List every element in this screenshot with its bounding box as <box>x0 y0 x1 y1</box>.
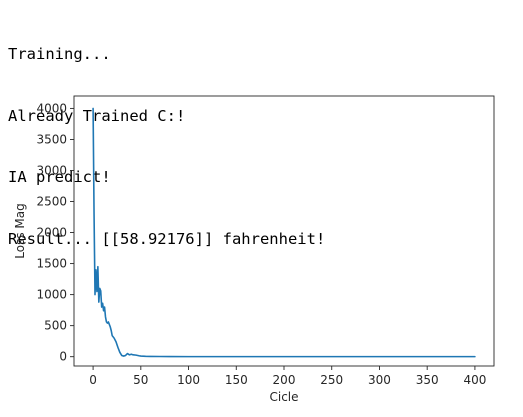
console-line: IA predict! <box>8 168 111 186</box>
y-axis-label: Loss Mag <box>13 203 27 258</box>
y-tick-label: 500 <box>44 319 67 333</box>
loss-series-line <box>92 107 476 358</box>
y-tick-label: 1000 <box>36 288 67 302</box>
x-tick-label: 50 <box>133 373 148 387</box>
console-output: Training... Already Trained C:! IA predi… <box>8 3 325 270</box>
y-tick-label: 3500 <box>36 132 67 146</box>
console-line: Already Trained C:! <box>8 106 186 125</box>
y-tick-label: 2500 <box>36 195 67 209</box>
y-tick-label: 1500 <box>36 257 67 271</box>
x-tick-label: 300 <box>368 373 391 387</box>
y-tick-label: 0 <box>59 350 67 364</box>
y-tick-label: 2000 <box>36 226 67 240</box>
x-tick-label: 0 <box>89 373 97 387</box>
x-tick-label: 150 <box>225 373 248 387</box>
x-tick-label: 350 <box>416 373 439 387</box>
y-tick-label: 4000 <box>36 101 67 115</box>
x-tick-label: 400 <box>463 373 486 387</box>
x-tick-label: 200 <box>273 373 296 387</box>
y-tick-label: 3000 <box>36 163 67 177</box>
console-line: Result... [[58.92176]] fahrenheit! <box>8 229 326 248</box>
x-tick-label: 250 <box>320 373 343 387</box>
console-line: Training... <box>8 45 111 63</box>
x-axis-label: Cicle <box>269 390 298 404</box>
x-tick-label: 100 <box>177 373 200 387</box>
plot-frame <box>73 95 495 367</box>
